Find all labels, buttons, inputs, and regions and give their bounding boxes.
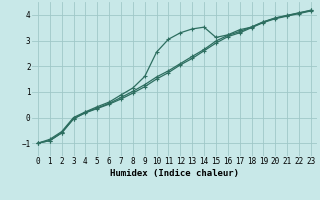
X-axis label: Humidex (Indice chaleur): Humidex (Indice chaleur) xyxy=(110,169,239,178)
